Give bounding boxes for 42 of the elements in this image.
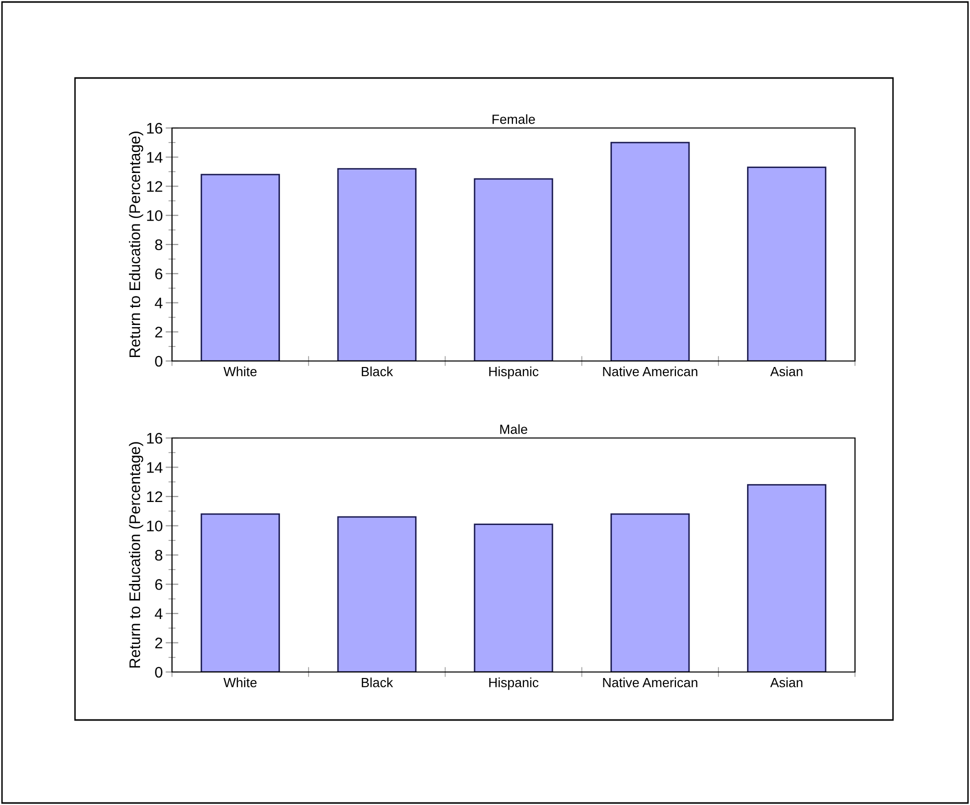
x-tick-label: Hispanic (489, 678, 538, 690)
y-tick-label: 4 (154, 298, 163, 308)
x-tick-label: Black (362, 366, 394, 376)
chart-title: Male (500, 424, 528, 434)
bar (474, 524, 554, 672)
x-tick-label: Hispanic (489, 366, 538, 379)
bar (610, 142, 690, 361)
bar (747, 166, 826, 361)
y-tick-label: 16 (147, 122, 162, 134)
y-tick-label: 2 (155, 326, 162, 338)
y-tick-label: 0 (155, 666, 162, 678)
y-tick-label: 12 (147, 491, 162, 502)
y-axis-title: Return to Education (Percentage) (128, 132, 144, 358)
x-tick-label: White (223, 678, 257, 688)
x-tick-label: Native American (603, 678, 698, 688)
y-tick-label: 2 (155, 638, 162, 648)
x-tick-label: White (223, 366, 257, 376)
y-tick-label: 8 (155, 550, 162, 561)
bar (610, 513, 690, 672)
y-tick-label: 16 (147, 432, 162, 444)
bar (747, 484, 826, 672)
y-tick-label: 4 (154, 608, 163, 620)
y-axis-title: Return to Education (Percentage) (128, 442, 144, 668)
y-tick-label: 12 (147, 181, 162, 192)
bar (337, 516, 417, 672)
bar (474, 178, 554, 361)
y-tick-label: 10 (147, 520, 162, 532)
y-tick-label: 14 (147, 152, 163, 163)
x-tick-label: Native American (603, 366, 698, 376)
y-tick-label: 10 (147, 210, 162, 222)
y-tick-label: 0 (155, 356, 162, 367)
bar (200, 174, 280, 361)
chart-title: Female (492, 114, 535, 124)
bar (337, 168, 417, 361)
x-tick-label: Asian (770, 366, 802, 376)
x-tick-label: Black (362, 678, 394, 688)
y-tick-label: 6 (155, 268, 162, 280)
y-tick-label: 6 (155, 579, 162, 590)
x-tick-label: Asian (770, 678, 802, 688)
y-tick-label: 14 (147, 462, 163, 473)
bar (200, 513, 280, 672)
y-tick-label: 8 (155, 239, 162, 250)
